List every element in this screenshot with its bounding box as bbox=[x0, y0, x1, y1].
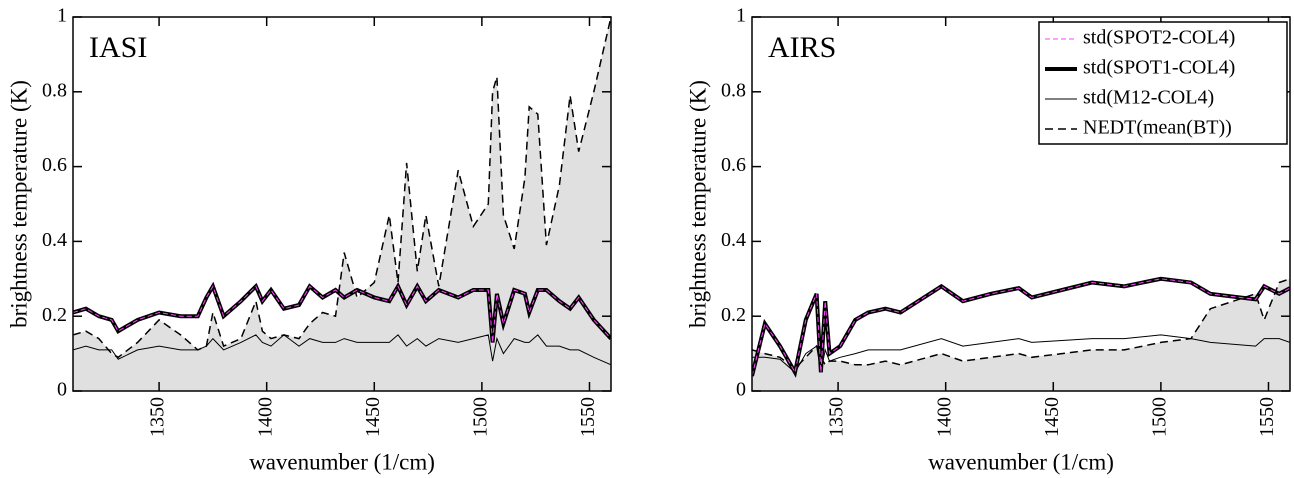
y-tick-label: 0.8 bbox=[721, 79, 746, 101]
x-tick-label: 1450 bbox=[362, 397, 384, 437]
plot-area bbox=[73, 17, 611, 391]
panel-label: AIRS bbox=[768, 31, 836, 64]
y-axis-label: brightness temperature (K) bbox=[685, 80, 710, 328]
series-line bbox=[73, 285, 611, 343]
x-tick-label: 1500 bbox=[1148, 397, 1170, 437]
area-fill bbox=[73, 17, 611, 391]
legend-label: std(SPOT2-COL4) bbox=[1083, 27, 1235, 49]
y-tick-label: 0.2 bbox=[42, 304, 67, 326]
y-tick-label: 1 bbox=[736, 5, 746, 27]
plot-frame bbox=[72, 16, 612, 392]
legend-label: std(M12-COL4) bbox=[1083, 87, 1214, 109]
legend-box bbox=[1038, 21, 1288, 145]
y-axis-label: brightness temperature (K) bbox=[6, 80, 31, 328]
legend-label: std(SPOT1-COL4) bbox=[1083, 57, 1235, 79]
x-tick-label: 1400 bbox=[933, 397, 955, 437]
series-line bbox=[73, 334, 611, 366]
y-tick-label: 0.4 bbox=[42, 229, 67, 251]
series-line bbox=[752, 278, 1290, 370]
plot-area bbox=[752, 276, 1290, 391]
x-tick-label: 1550 bbox=[577, 397, 599, 437]
y-tick-label: 0 bbox=[57, 379, 67, 401]
panel-label: IASI bbox=[89, 31, 147, 64]
y-tick-label: 0.8 bbox=[42, 79, 67, 101]
x-axis-label: wavenumber (1/cm) bbox=[928, 449, 1114, 474]
x-tick-label: 1550 bbox=[1256, 397, 1278, 437]
series-line bbox=[73, 17, 611, 359]
x-tick-label: 1350 bbox=[826, 397, 848, 437]
y-tick-label: 0 bbox=[736, 379, 746, 401]
x-axis-label: wavenumber (1/cm) bbox=[249, 449, 435, 474]
y-tick-label: 0.6 bbox=[721, 154, 746, 176]
y-tick-label: 0.6 bbox=[42, 154, 67, 176]
x-tick-label: 1500 bbox=[469, 397, 491, 437]
plot-frame bbox=[751, 16, 1291, 392]
series-line bbox=[752, 278, 1290, 377]
x-tick-label: 1400 bbox=[254, 397, 276, 437]
y-tick-label: 0.2 bbox=[721, 304, 746, 326]
x-tick-label: 1350 bbox=[147, 397, 169, 437]
y-tick-label: 0.4 bbox=[721, 229, 746, 251]
area-fill bbox=[752, 278, 1290, 391]
y-tick-label: 1 bbox=[57, 5, 67, 27]
x-tick-label: 1450 bbox=[1041, 397, 1063, 437]
legend-label: NEDT(mean(BT)) bbox=[1083, 117, 1232, 139]
series-line bbox=[752, 334, 1290, 374]
